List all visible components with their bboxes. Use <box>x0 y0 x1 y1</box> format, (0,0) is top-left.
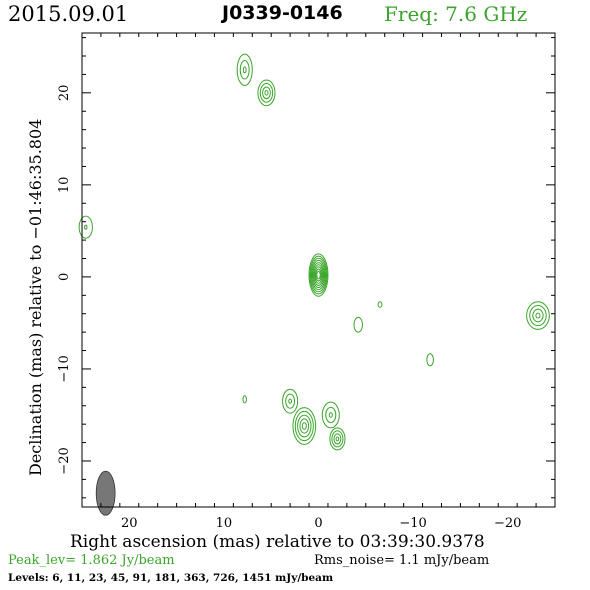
y-tick-label: 10 <box>57 177 72 194</box>
contour-south-4-1 <box>329 427 346 451</box>
beam-layer <box>95 470 116 516</box>
peak-level: Peak_lev= 1.862 Jy/beam <box>8 553 175 568</box>
source-name: J0339-0146 <box>222 2 343 24</box>
contour-south-3-2 <box>325 406 337 424</box>
contour-south-3-1 <box>321 401 340 429</box>
contour-north-2-1 <box>257 79 276 107</box>
contour-south-2-5 <box>301 422 307 430</box>
contour-minor-1-1 <box>353 316 363 333</box>
contour-levels: Levels: 6, 11, 23, 45, 91, 181, 363, 726… <box>8 572 334 584</box>
contour-core-2 <box>309 255 328 295</box>
contour-core-7 <box>314 266 323 284</box>
contour-north-1-1 <box>236 53 253 86</box>
frequency-label: Freq: 7.6 GHz <box>384 2 528 26</box>
contour-core-9 <box>316 270 321 280</box>
contour-south-2-1 <box>292 407 317 445</box>
contour-north-1-2 <box>239 60 250 80</box>
x-tick-label: 20 <box>121 516 138 531</box>
x-tick-label: −10 <box>399 516 426 531</box>
contour-south-1-3 <box>288 398 292 404</box>
contour-east-1-2 <box>529 305 547 327</box>
y-tick-label: 20 <box>57 85 72 102</box>
contour-north-2-2 <box>259 82 274 103</box>
contour-group <box>78 53 550 451</box>
contour-south-4-3 <box>333 433 342 445</box>
y-tick-label: −20 <box>57 447 72 474</box>
contour-south-2-2 <box>294 410 314 442</box>
contour-north-2-3 <box>262 86 271 100</box>
y-tick-label: 0 <box>57 273 72 281</box>
contour-east-1-3 <box>532 308 544 323</box>
axis-tick-labels: 20 10 0 −10 −20 20 10 0 −10 −20 <box>57 85 521 531</box>
contour-south-2-4 <box>299 418 310 434</box>
observation-date: 2015.09.01 <box>8 2 129 26</box>
contour-core-3 <box>310 257 327 293</box>
y-tick-label: −10 <box>57 355 72 382</box>
x-axis-label: Right ascension (mas) relative to 03:39:… <box>70 532 485 552</box>
contour-minor-3-1 <box>426 353 434 367</box>
x-tick-label: −20 <box>494 516 521 531</box>
plot-frame <box>81 32 556 508</box>
contour-south-4-4 <box>335 436 340 442</box>
contour-core-4 <box>311 259 326 291</box>
contour-west-edge-1 <box>78 215 93 239</box>
x-tick-label: 0 <box>314 516 322 531</box>
y-axis-label: Declination (mas) relative to −01:46:35.… <box>26 118 45 476</box>
rms-noise: Rms_noise= 1.1 mJy/beam <box>314 553 490 568</box>
contour-core-1 <box>308 253 329 297</box>
contour-core-8 <box>315 268 322 282</box>
axis-ticks <box>81 33 556 507</box>
contour-south-4-2 <box>331 430 344 448</box>
contour-north-1-3 <box>242 66 247 74</box>
contour-south-2-3 <box>297 414 312 438</box>
contour-east-1-4 <box>535 312 541 319</box>
contour-core-5 <box>312 262 325 289</box>
contour-core-6 <box>313 264 324 286</box>
contour-south-3-3 <box>328 412 333 418</box>
contour-south-1-1 <box>282 388 299 414</box>
contour-north-2-4 <box>264 90 269 96</box>
beam-ellipse <box>95 470 116 516</box>
contour-south-1-2 <box>285 393 296 409</box>
contour-minor-4-1 <box>242 395 247 404</box>
contour-west-edge-2 <box>84 224 88 230</box>
contour-minor-2-1 <box>377 301 383 308</box>
x-tick-label: 10 <box>216 516 233 531</box>
contour-east-1-1 <box>526 301 550 330</box>
